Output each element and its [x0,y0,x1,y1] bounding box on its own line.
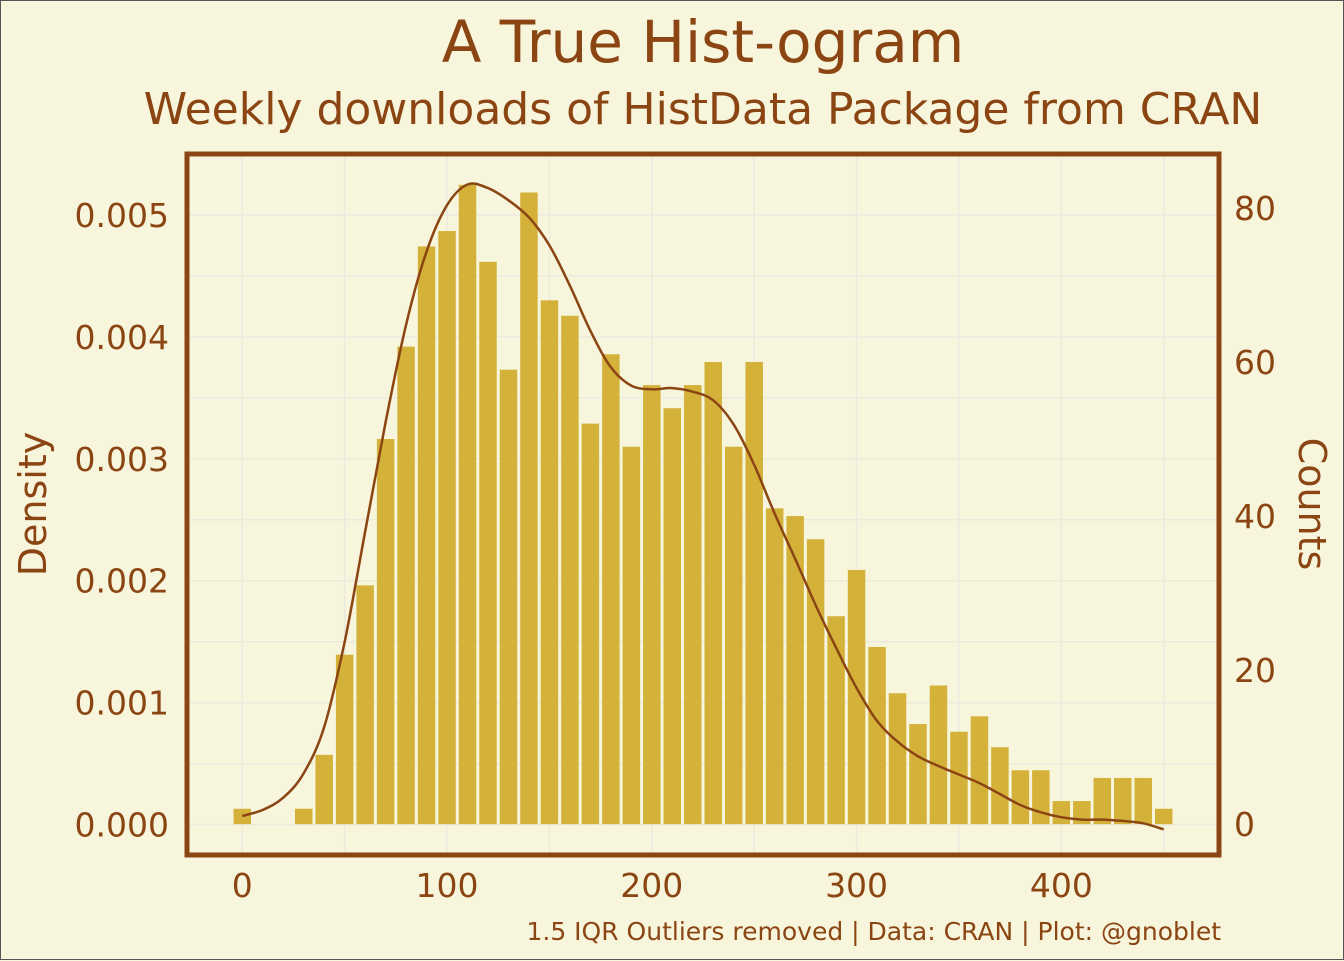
histogram-bar [724,446,743,825]
histogram-bar [602,354,620,825]
histogram-bar [663,408,682,825]
y2-tick-label: 80 [1234,189,1276,228]
histogram-bar [1134,777,1152,825]
y-tick-label: 0.004 [75,318,169,357]
x-axis-ticks: 0 100 200 300 400 [232,866,1093,905]
histogram-bar [581,423,600,825]
panel-border [184,151,1222,858]
histogram-bar [643,385,661,825]
x-tick-label: 200 [620,866,683,905]
histogram-bar [868,647,886,825]
histogram-bar [684,385,702,825]
histogram-bar [786,516,804,825]
y-tick-label: 0.005 [75,196,169,235]
histogram-bar [806,539,825,825]
chart-caption: 1.5 IQR Outliers removed | Data: CRAN | … [526,917,1221,946]
histogram-bar [970,716,989,825]
histogram-bar [847,569,866,825]
histogram-bar [1114,777,1132,825]
x-tick-label: 100 [416,866,479,905]
histogram-bar [1032,770,1050,825]
y2-axis-label: Counts [1290,438,1334,571]
histogram-bar [1154,808,1173,825]
histogram-bar [991,747,1009,825]
y-tick-label: 0.003 [75,440,169,479]
histogram-bar [704,361,722,825]
histogram-bar [397,346,415,825]
histogram-bar [745,361,763,825]
y2-tick-label: 20 [1234,651,1276,690]
histogram-bar [356,585,374,825]
chart-title: A True Hist-ogram [442,8,965,76]
y2-axis-ticks: 0 20 40 60 80 [1234,189,1276,844]
y-tick-label: 0.002 [75,562,169,601]
histogram-bar [765,508,784,825]
histogram-bar [1093,777,1112,825]
y2-tick-label: 0 [1234,805,1255,844]
histogram-bar [458,184,477,825]
histogram-bar [540,300,559,825]
density-curve [241,182,1165,831]
histogram-bar [499,369,518,825]
y-axis-ticks: 0.000 0.001 0.002 0.003 0.004 0.005 [75,196,169,845]
x-tick-label: 400 [1030,866,1093,905]
y2-tick-label: 60 [1234,343,1276,382]
histogram-bar [294,808,313,825]
histogram-bar [479,261,497,825]
y-axis-label: Density [11,432,55,576]
x-tick-label: 300 [825,866,888,905]
histogram-bar [827,616,845,825]
histogram-bar [438,231,456,825]
x-tick-label: 0 [232,866,253,905]
y-tick-label: 0.000 [75,806,169,845]
histogram-bar [950,731,968,825]
histogram-bar [335,654,354,825]
histogram-bar [1011,770,1030,825]
histogram-bar [1052,801,1071,825]
chart-subtitle: Weekly downloads of HistData Package fro… [144,84,1263,135]
histogram-bar [376,439,395,825]
histogram-bar [417,246,436,825]
y-tick-label: 0.001 [75,684,169,723]
histogram-bar [909,724,927,825]
histogram-bar [888,693,907,825]
histogram-bar [929,685,948,825]
histogram-bar [233,808,252,825]
y2-tick-label: 40 [1234,497,1276,536]
histogram-bar [315,754,333,825]
density-curve-layer [241,182,1165,831]
histogram-bar [561,315,579,825]
histogram-bar [520,192,538,825]
histogram-bar [622,446,641,825]
histogram-bars [233,184,1173,825]
